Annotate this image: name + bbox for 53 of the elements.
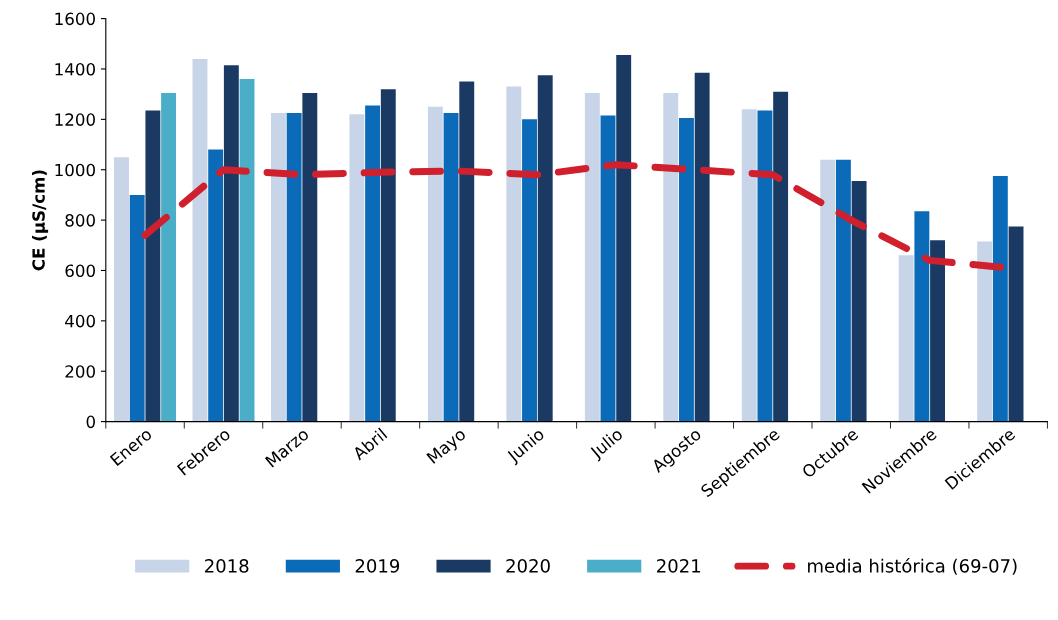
y-tick-label: 600: [65, 264, 95, 278]
bar: [930, 240, 946, 422]
bar: [1008, 226, 1024, 422]
bar: [537, 75, 553, 422]
bar: [851, 181, 867, 422]
bar: [992, 176, 1008, 422]
bar: [584, 92, 600, 422]
bar: [427, 106, 443, 422]
bar: [741, 109, 757, 422]
y-tick-label: 800: [65, 214, 95, 227]
bar: [270, 113, 286, 422]
bar: [208, 149, 224, 422]
bar: [443, 113, 459, 422]
legend-label: 2020: [506, 559, 550, 573]
y-tick-label: 1600: [55, 12, 95, 26]
bar: [773, 91, 789, 422]
y-axis-title: CE (µS/cm): [31, 170, 49, 271]
bar: [365, 105, 381, 422]
bar: [302, 92, 318, 422]
legend-label: 2019: [355, 559, 400, 573]
bar: [506, 86, 522, 422]
y-tick-label: 1000: [55, 163, 95, 177]
bar: [349, 114, 365, 422]
bar: [757, 110, 773, 422]
legend-label: 2018: [205, 559, 249, 573]
bar: [522, 119, 537, 422]
bar: [835, 159, 851, 422]
bar: [459, 81, 475, 422]
bar: [161, 92, 177, 422]
bar: [192, 58, 208, 422]
bar: [679, 118, 694, 422]
y-tick-label: 200: [65, 365, 95, 378]
bar: [898, 255, 914, 422]
y-tick-label: 1400: [55, 62, 95, 76]
bar: [694, 72, 710, 422]
bar: [600, 115, 616, 422]
y-tick-label: 1200: [55, 113, 95, 126]
bar: [239, 79, 255, 422]
y-tick-label: 400: [65, 314, 95, 328]
bar: [616, 55, 632, 422]
bar: [114, 157, 129, 422]
bar: [145, 110, 161, 422]
bar: [223, 65, 239, 422]
legend-label: media histórica (69-07): [808, 558, 1017, 575]
bar: [977, 241, 993, 422]
bar: [663, 92, 679, 422]
bar: [380, 89, 396, 422]
bar: [129, 194, 145, 422]
y-tick-label: 0: [86, 415, 95, 429]
legend-label: 2021: [657, 559, 701, 573]
bar: [820, 159, 836, 422]
bar: [914, 211, 930, 422]
bar: [286, 113, 302, 422]
